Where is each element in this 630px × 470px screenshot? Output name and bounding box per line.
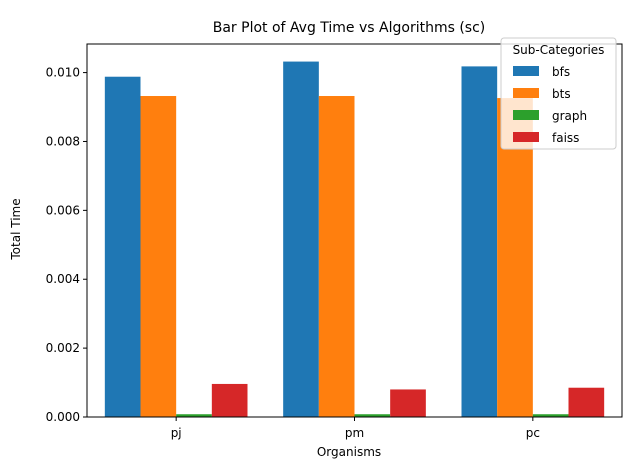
bar-bts-pm	[318, 96, 355, 417]
y-tick-label: 0.000	[46, 410, 80, 424]
bar-graph-pj	[176, 414, 212, 417]
x-tick-label: pm	[345, 426, 364, 440]
bar-faiss-pc	[568, 387, 605, 417]
x-tick-label: pj	[171, 426, 182, 440]
x-tick-label: pc	[526, 426, 540, 440]
y-axis-label: Total Time	[9, 198, 23, 260]
y-tick-label: 0.008	[46, 134, 80, 148]
legend: Sub-Categories bfs bts graph faiss	[500, 37, 617, 150]
legend-label-bts: bts	[552, 87, 571, 101]
y-tick-label: 0.006	[46, 203, 80, 217]
bar-graph-pc	[532, 414, 569, 417]
legend-label-graph: graph	[552, 109, 587, 123]
y-tick-label: 0.004	[46, 272, 80, 286]
bar-graph-pm	[354, 414, 391, 417]
bar-bts-pc	[497, 98, 533, 417]
bar-faiss-pm	[390, 389, 426, 417]
legend-title: Sub-Categories	[513, 43, 605, 57]
bar-bfs-pj	[104, 76, 141, 417]
chart-title: Bar Plot of Avg Time vs Algorithms (sc)	[213, 20, 486, 36]
x-axis-label: Organisms	[317, 445, 381, 459]
legend-swatch-graph	[513, 110, 539, 120]
bar-faiss-pj	[211, 383, 248, 417]
legend-box	[500, 37, 617, 150]
y-tick-label: 0.002	[46, 341, 80, 355]
legend-label-faiss: faiss	[552, 131, 579, 145]
bar-bts-pj	[140, 96, 177, 417]
legend-swatch-faiss	[513, 132, 539, 142]
legend-swatch-bfs	[513, 66, 539, 76]
plot-area	[104, 61, 605, 417]
bar-bfs-pc	[461, 66, 498, 417]
legend-swatch-bts	[513, 88, 539, 98]
legend-label-bfs: bfs	[552, 65, 570, 79]
y-tick-label: 0.010	[46, 66, 80, 80]
x-axis: pj pm pc	[171, 417, 540, 440]
bar-bfs-pm	[283, 61, 319, 417]
y-axis: 0.000 0.002 0.004 0.006 0.008 0.010	[46, 66, 87, 424]
